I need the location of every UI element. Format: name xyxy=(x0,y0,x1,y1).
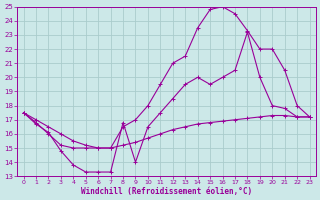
X-axis label: Windchill (Refroidissement éolien,°C): Windchill (Refroidissement éolien,°C) xyxy=(81,187,252,196)
